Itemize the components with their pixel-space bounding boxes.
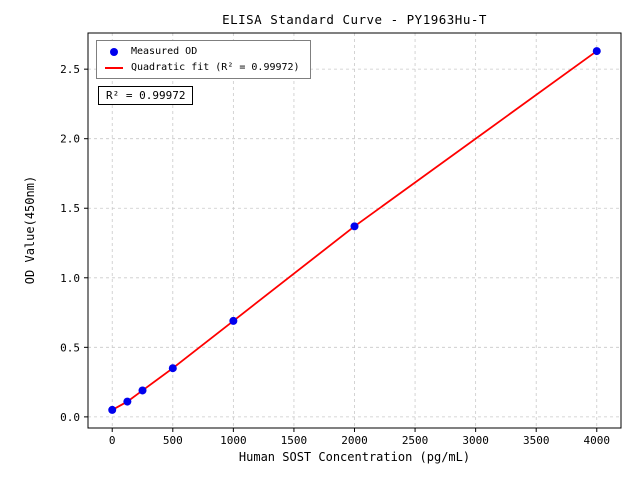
y-tick-label: 1.5 — [60, 202, 80, 215]
data-point — [123, 397, 132, 406]
line-marker-icon — [105, 66, 123, 69]
y-axis-label: OD Value(450nm) — [23, 175, 37, 285]
r-squared-annotation: R² = 0.99972 — [98, 86, 194, 105]
x-axis-label: Human SOST Concentration (pg/mL) — [238, 450, 471, 464]
x-tick-label: 3500 — [523, 434, 550, 447]
x-tick-label: 1500 — [281, 434, 308, 447]
legend-label-measured-od: Measured OD — [131, 46, 198, 57]
x-tick-label: 2000 — [341, 434, 368, 447]
x-tick-label: 4000 — [584, 434, 611, 447]
y-tick-label: 0.5 — [60, 341, 80, 354]
legend-item-quadratic-fit: Quadratic fit (R² = 0.99972) — [105, 62, 300, 73]
x-tick-label: 3000 — [462, 434, 489, 447]
x-tick-label: 500 — [163, 434, 183, 447]
chart-title: ELISA Standard Curve - PY1963Hu-T — [222, 12, 487, 27]
legend-item-measured-od: Measured OD — [105, 46, 300, 57]
y-tick-label: 1.0 — [60, 272, 80, 285]
y-tick-label: 2.5 — [60, 63, 80, 76]
x-tick-label: 1000 — [220, 434, 247, 447]
legend: Measured OD Quadratic fit (R² = 0.99972) — [96, 40, 311, 79]
x-tick-label: 0 — [109, 434, 116, 447]
data-point — [229, 316, 238, 325]
legend-label-quadratic-fit: Quadratic fit (R² = 0.99972) — [131, 62, 300, 73]
x-tick-label: 2500 — [402, 434, 429, 447]
data-point — [350, 222, 359, 231]
data-point — [592, 47, 601, 56]
data-point — [108, 405, 117, 414]
y-tick-label: 0.0 — [60, 411, 80, 424]
data-point — [168, 364, 177, 373]
scatter-marker-icon — [110, 47, 118, 56]
y-tick-label: 2.0 — [60, 133, 80, 146]
data-point — [138, 386, 147, 395]
